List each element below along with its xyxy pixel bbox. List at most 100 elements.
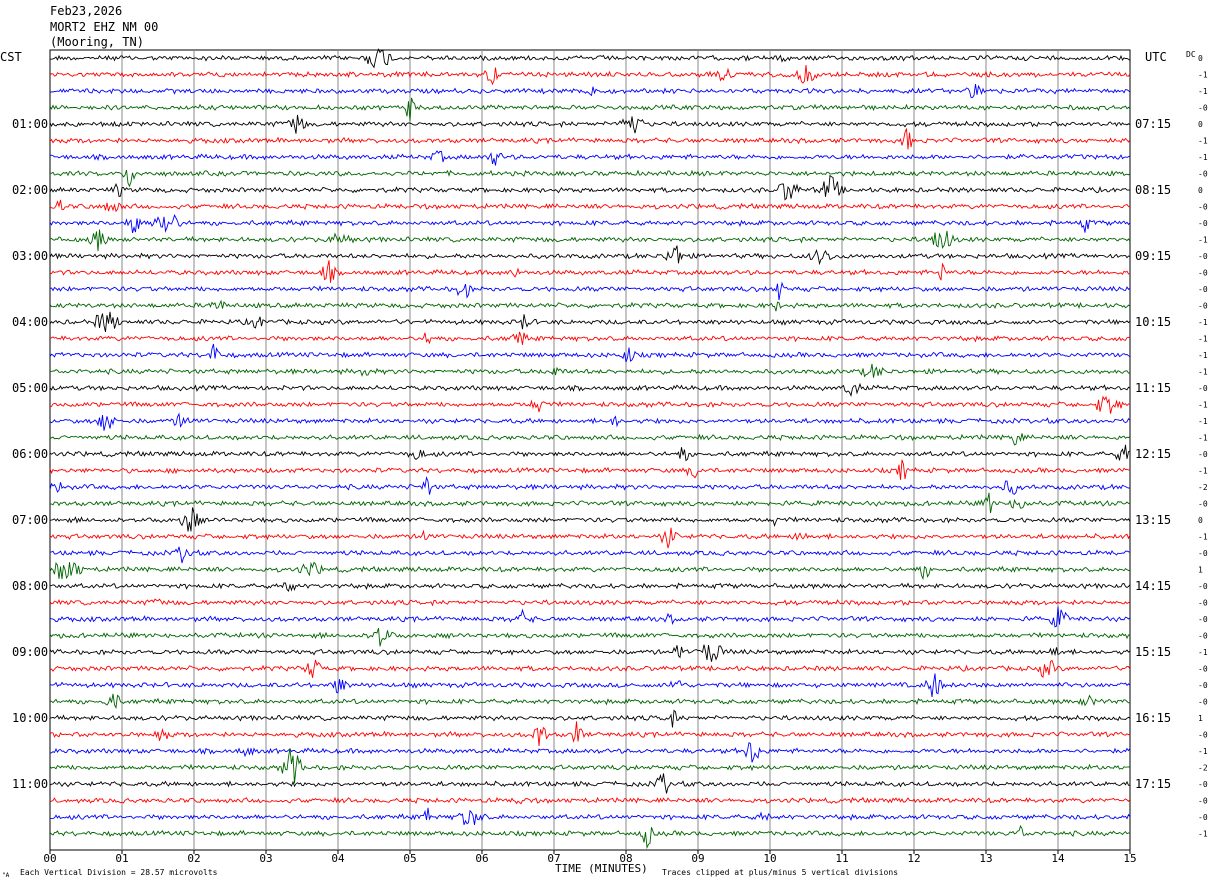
trace-line: [49, 546, 1131, 564]
dc-offset: -1: [1198, 417, 1208, 426]
trace-line: [49, 84, 1131, 99]
dc-offset: -0: [1198, 665, 1208, 674]
trace-line: [49, 433, 1131, 446]
dc-offset: -1: [1198, 318, 1208, 327]
dc-offset: -0: [1198, 698, 1208, 707]
dc-offset: -1: [1198, 747, 1208, 756]
left-time-label: 02:00: [12, 183, 48, 197]
x-tick-label: 00: [43, 852, 56, 865]
x-tick-label: 14: [1051, 852, 1065, 865]
location-label: (Mooring, TN): [50, 35, 144, 49]
dc-offset: -0: [1198, 203, 1208, 212]
x-tick-label: 04: [331, 852, 345, 865]
left-time-label: 03:00: [12, 249, 48, 263]
dc-offset: -1: [1198, 434, 1208, 443]
right-time-label: 08:15: [1135, 183, 1171, 197]
x-axis-title: TIME (MINUTES): [555, 862, 648, 875]
clip-note: Traces clipped at plus/minus 5 vertical …: [662, 868, 899, 877]
dc-offset: -1: [1198, 87, 1208, 96]
trace-line: [49, 561, 1131, 581]
dc-offset: -0: [1198, 384, 1208, 393]
trace-line: [49, 444, 1131, 462]
trace-line: [49, 807, 1131, 825]
trace-line: [49, 97, 1131, 122]
scale-note: Each Vertical Division = 28.57 microvolt…: [20, 868, 218, 877]
left-time-label: 10:00: [12, 711, 48, 725]
x-tick-label: 07: [547, 852, 560, 865]
dc-offset: -0: [1198, 500, 1208, 509]
trace-line: [49, 245, 1131, 266]
trace-line: [49, 459, 1131, 480]
corner-mark: "A: [2, 872, 10, 879]
trace-line: [49, 395, 1131, 414]
dc-offset: 0: [1198, 186, 1203, 195]
left-time-label: 05:00: [12, 381, 48, 395]
left-time-label: 07:00: [12, 513, 48, 527]
trace-line: [49, 281, 1131, 301]
dc-offset: 1: [1198, 566, 1203, 575]
trace-line: [49, 343, 1131, 363]
trace-line: [49, 299, 1131, 312]
trace-line: [49, 627, 1131, 647]
dc-offset: -1: [1198, 830, 1208, 839]
x-tick-label: 03: [259, 852, 272, 865]
x-tick-label: 15: [1123, 852, 1136, 865]
x-tick-label: 13: [979, 852, 992, 865]
dc-offset: -0: [1198, 104, 1208, 113]
trace-line: [49, 709, 1131, 728]
right-time-label: 17:15: [1135, 777, 1171, 791]
dc-offset: -1: [1198, 137, 1208, 146]
trace-line: [49, 169, 1131, 188]
trace-line: [49, 741, 1131, 763]
dc-offset: -1: [1198, 335, 1208, 344]
trace-line: [49, 382, 1131, 397]
plot-frame: [49, 49, 1131, 851]
trace-line: [49, 644, 1131, 662]
x-tick-label: 08: [619, 852, 632, 865]
dc-offset: -2: [1198, 483, 1208, 492]
dc-offset: -1: [1198, 153, 1208, 162]
dc-offset: -1: [1198, 401, 1208, 410]
station-label: MORT2 EHZ NM 00: [50, 20, 159, 34]
dc-offset: -1: [1198, 467, 1208, 476]
trace-line: [49, 48, 1131, 69]
trace-line: [49, 721, 1131, 747]
trace-line: [49, 748, 1131, 784]
dc-offset: -1: [1198, 648, 1208, 657]
dc-offset: 0: [1198, 54, 1203, 63]
trace-line: [49, 331, 1131, 345]
x-tick-label: 12: [907, 852, 920, 865]
dc-offset: 0: [1198, 516, 1203, 525]
left-time-label: 01:00: [12, 117, 48, 131]
x-tick-label: 02: [187, 852, 200, 865]
trace-line: [49, 673, 1131, 698]
right-timezone-label: UTC: [1145, 50, 1167, 64]
right-time-label: 14:15: [1135, 579, 1171, 593]
trace-line: [49, 412, 1131, 431]
dc-offset: -0: [1198, 599, 1208, 608]
left-time-label: 09:00: [12, 645, 48, 659]
dc-offset: -0: [1198, 170, 1208, 179]
left-timezone-label: CST: [0, 50, 22, 64]
left-time-label: 08:00: [12, 579, 48, 593]
dc-offset: -1: [1198, 351, 1208, 360]
dc-offset: -0: [1198, 813, 1208, 822]
trace-line: [49, 150, 1131, 166]
trace-line: [49, 311, 1131, 333]
x-tick-label: 09: [691, 852, 704, 865]
dc-offset: -0: [1198, 219, 1208, 228]
trace-line: [49, 199, 1131, 213]
left-time-label: 04:00: [12, 315, 48, 329]
trace-line: [49, 796, 1131, 805]
dc-offset: -0: [1198, 681, 1208, 690]
right-time-label: 07:15: [1135, 117, 1171, 131]
right-time-label: 10:15: [1135, 315, 1171, 329]
right-time-label: 13:15: [1135, 513, 1171, 527]
dc-offset: -1: [1198, 71, 1208, 80]
dc-offset: -0: [1198, 252, 1208, 261]
dc-offset: 1: [1198, 714, 1203, 723]
dc-offset: -0: [1198, 302, 1208, 311]
x-tick-label: 11: [835, 852, 848, 865]
trace-line: [49, 824, 1131, 850]
